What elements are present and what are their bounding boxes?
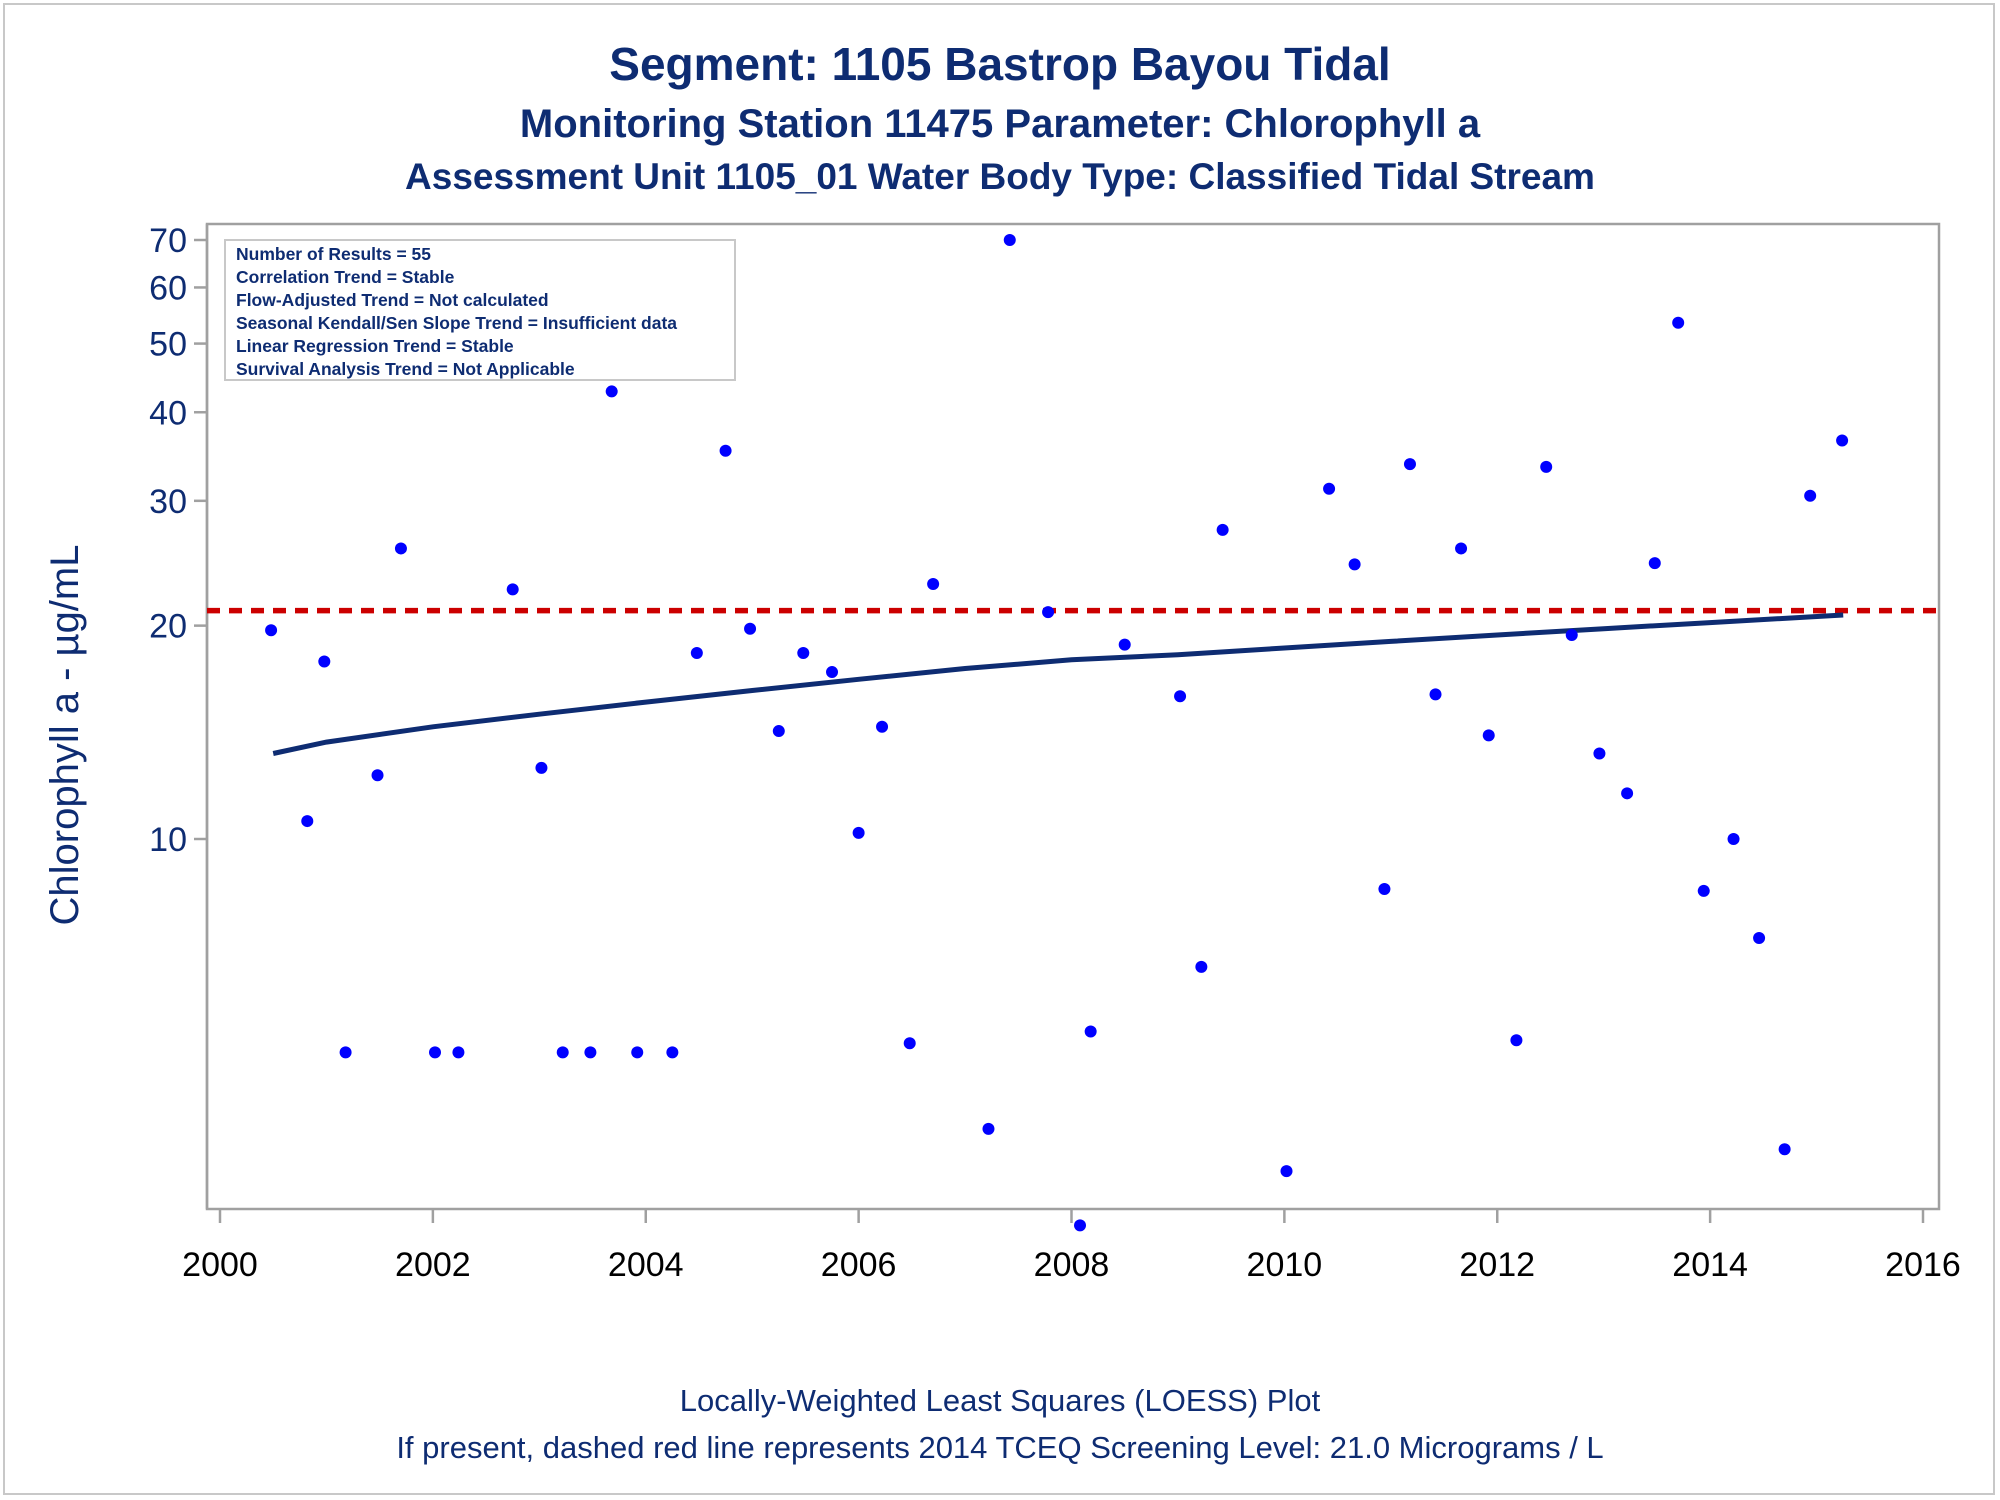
data-point [1195, 960, 1208, 973]
x-tick-label: 2002 [395, 1246, 471, 1284]
x-tick-label: 2012 [1459, 1246, 1535, 1284]
data-point [339, 1046, 352, 1059]
x-tick-label: 2006 [821, 1246, 897, 1284]
y-tick-label: 60 [149, 269, 187, 307]
data-point [1482, 729, 1495, 742]
data-point [1648, 557, 1661, 570]
data-point [797, 646, 810, 659]
data-point [1836, 434, 1849, 447]
data-point [1510, 1034, 1523, 1047]
data-point [666, 1046, 679, 1059]
data-point [1118, 638, 1131, 651]
data-point [1042, 606, 1055, 619]
footnote-screening: If present, dashed red line represents 2… [396, 1430, 1603, 1465]
data-point [1348, 558, 1361, 571]
data-point [605, 385, 618, 398]
data-point [1074, 1219, 1087, 1232]
y-tick-label: 20 [149, 608, 187, 646]
y-tick-label: 40 [149, 394, 187, 432]
data-point [927, 577, 940, 590]
data-point [1084, 1025, 1097, 1038]
data-point [394, 542, 407, 555]
data-point [1216, 523, 1229, 536]
data-point [852, 826, 865, 839]
data-point [1280, 1165, 1293, 1178]
data-point [1672, 316, 1685, 329]
footnote-loess: Locally-Weighted Least Squares (LOESS) P… [680, 1383, 1321, 1418]
data-point [452, 1046, 465, 1059]
data-point [1429, 688, 1442, 701]
x-tick-label: 2008 [1034, 1246, 1110, 1284]
chart-subtitle-station: Monitoring Station 11475 Parameter: Chlo… [520, 102, 1481, 146]
data-point [1540, 460, 1553, 473]
data-point [265, 624, 278, 637]
x-axis: 2000 2002 2004 2006 2008 2010 2012 2014 2016 [182, 1209, 1961, 1284]
inset-line-seasonal-kendall: Seasonal Kendall/Sen Slope Trend = Insuf… [236, 313, 677, 333]
data-point [690, 646, 703, 659]
x-tick-label: 2010 [1247, 1246, 1323, 1284]
inset-line-linear-regression: Linear Regression Trend = Stable [236, 336, 514, 356]
y-tick-label: 30 [149, 483, 187, 521]
data-point [744, 622, 757, 635]
data-point [1403, 458, 1416, 471]
data-point [429, 1046, 442, 1059]
data-point [1003, 234, 1016, 246]
inset-line-flow-adjusted: Flow-Adjusted Trend = Not calculated [236, 290, 549, 310]
data-point [876, 720, 889, 733]
x-tick-label: 2004 [608, 1246, 684, 1284]
data-points [265, 234, 1849, 1232]
data-point [584, 1046, 597, 1059]
y-tick-label: 10 [149, 821, 187, 859]
inset-line-correlation: Correlation Trend = Stable [236, 267, 455, 287]
y-tick-label: 50 [149, 326, 187, 364]
data-point [1753, 931, 1766, 944]
stats-inset-box [224, 239, 736, 381]
data-point [719, 444, 732, 457]
data-point [535, 761, 548, 774]
y-axis-label: Chlorophyll a - µg/mL [43, 545, 87, 926]
data-point [826, 666, 839, 679]
x-tick-label: 2000 [182, 1246, 258, 1284]
y-axis: 10 20 30 40 50 60 70 [149, 222, 209, 1209]
data-point [1621, 787, 1634, 800]
data-point [903, 1037, 916, 1050]
x-tick-label: 2014 [1672, 1246, 1748, 1284]
data-point [772, 725, 785, 738]
data-point [1697, 884, 1710, 897]
inset-line-survival: Survival Analysis Trend = Not Applicable [236, 359, 575, 379]
data-point [1323, 482, 1336, 495]
data-point [1455, 542, 1468, 555]
data-point [1565, 629, 1578, 642]
trend-line [272, 612, 1844, 756]
inset-line-results: Number of Results = 55 [236, 244, 431, 264]
data-point [371, 769, 384, 782]
chart-title: Segment: 1105 Bastrop Bayou Tidal [609, 38, 1390, 90]
data-point [1804, 489, 1817, 502]
data-point [631, 1046, 644, 1059]
chart-subtitle-assessment: Assessment Unit 1105_01 Water Body Type:… [405, 156, 1595, 197]
data-point [556, 1046, 569, 1059]
data-point [1174, 690, 1187, 703]
loess-trend-curve [272, 612, 1844, 756]
stats-inset: Number of Results = 55 Correlation Trend… [224, 239, 736, 381]
data-point [982, 1122, 995, 1135]
data-point [506, 583, 519, 596]
data-point [1727, 833, 1740, 845]
data-point [1378, 883, 1391, 896]
data-point [1593, 747, 1606, 760]
y-tick-label: 70 [149, 222, 187, 260]
data-point [318, 655, 331, 668]
data-point [301, 815, 314, 828]
x-tick-label: 2016 [1885, 1246, 1961, 1284]
data-point [1778, 1143, 1791, 1156]
